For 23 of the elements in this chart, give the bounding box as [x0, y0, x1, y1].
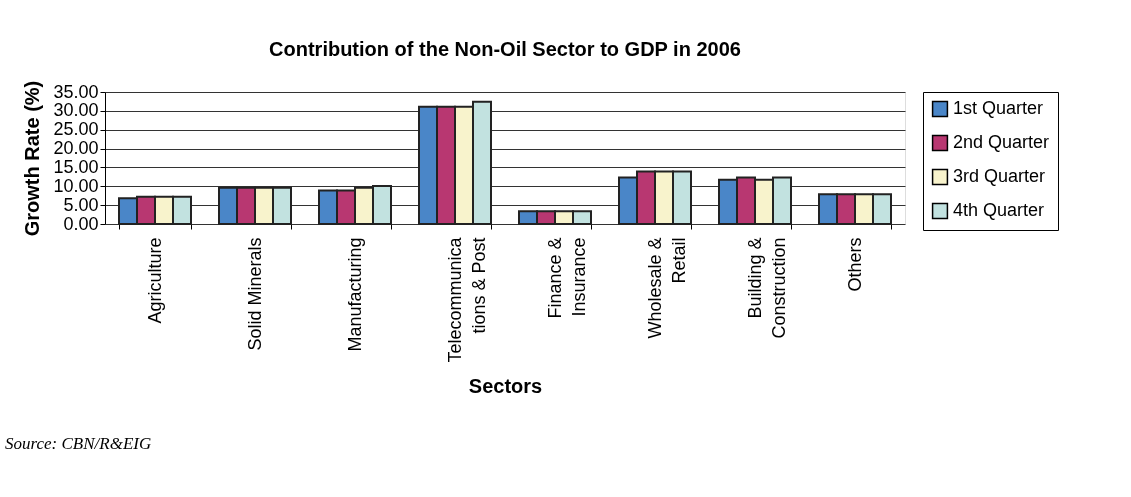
- chart-title: Contribution of the Non-Oil Sector to GDP in 2006: [269, 38, 741, 61]
- y-tick-label: 25.00: [53, 119, 99, 140]
- legend-label: 2nd Quarter: [953, 132, 1050, 152]
- legend-label: 4th Quarter: [953, 200, 1045, 220]
- y-tick-label: 0.00: [63, 213, 99, 234]
- y-axis-title: Growth Rate (%): [21, 80, 44, 237]
- y-tick-label: 5.00: [63, 194, 99, 215]
- x-tick-label: Others: [844, 237, 865, 292]
- source-note: Source: CBN/R&EIG: [5, 434, 152, 453]
- y-tick-label: 10.00: [53, 175, 99, 196]
- y-tick-label: 35.00: [53, 81, 99, 102]
- legend-label: 1st Quarter: [953, 98, 1044, 118]
- x-tick-label: Telecommunica tions & Post: [444, 236, 489, 363]
- x-tick-label: Agriculture: [144, 237, 165, 324]
- x-tick-label: Solid Minerals: [244, 237, 265, 351]
- x-tick-label: Building & Construction: [744, 237, 789, 339]
- x-tick-label: Wholesale & Retail: [644, 237, 689, 339]
- y-tick-label: 20.00: [53, 138, 99, 159]
- x-tick-label: Manufacturing: [344, 237, 365, 352]
- x-axis-title: Sectors: [468, 374, 543, 397]
- legend-label: 3rd Quarter: [953, 166, 1046, 186]
- y-tick-label: 15.00: [53, 156, 99, 177]
- y-tick-label: 30.00: [53, 100, 99, 121]
